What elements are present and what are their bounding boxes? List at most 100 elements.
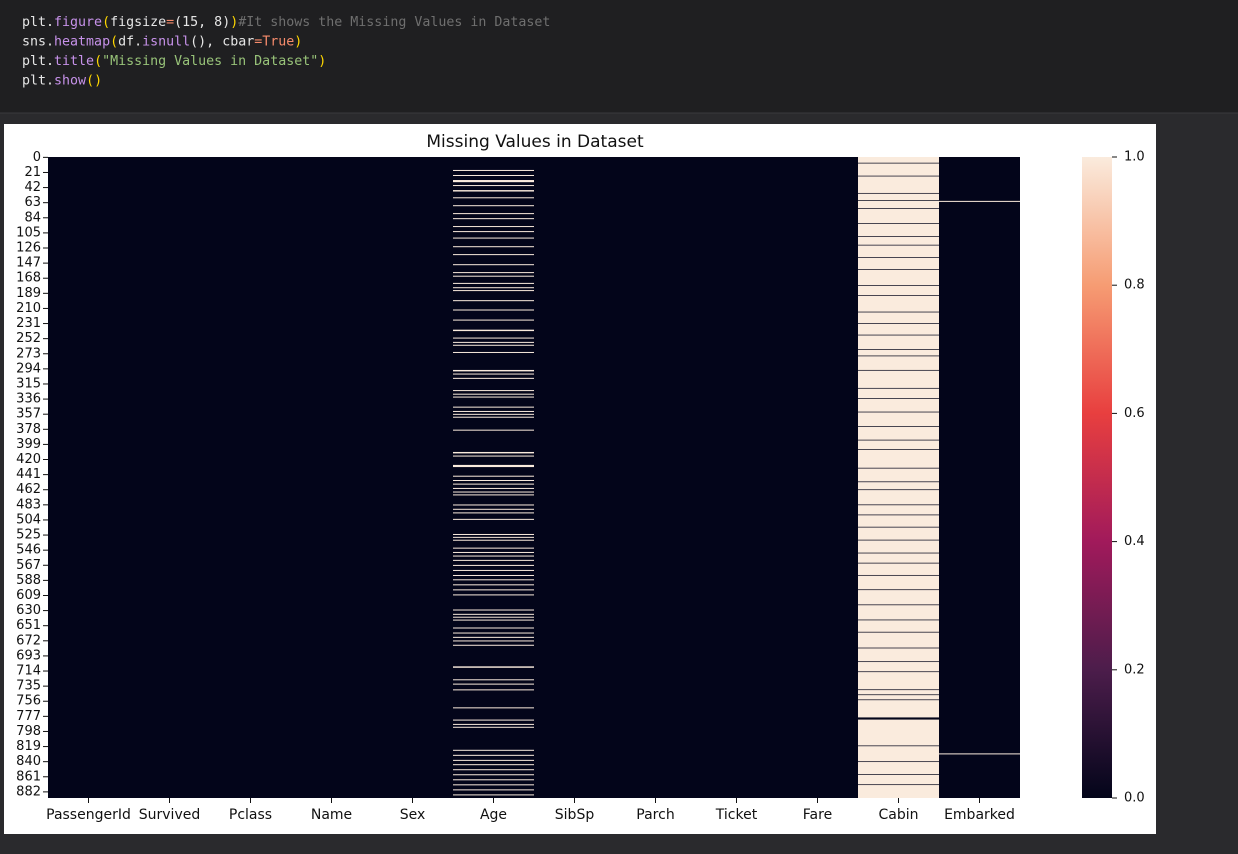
missing-cell [453, 584, 534, 586]
missing-cell [453, 180, 534, 183]
colorbar-tick-label: 0.4 [1124, 534, 1145, 549]
missing-cell [858, 719, 939, 746]
missing-cell [858, 490, 939, 505]
missing-cell [453, 754, 534, 756]
code-token: #It shows the Missing Values in Dataset [238, 15, 550, 30]
y-tick-label: 189 [16, 286, 41, 301]
code-token: () [86, 74, 102, 89]
y-tick-label: 84 [24, 210, 41, 225]
colorbar-tick-label: 0.8 [1124, 278, 1145, 293]
missing-cell [453, 351, 534, 353]
code-token: ) [230, 15, 238, 30]
missing-cell [858, 157, 939, 163]
missing-cell [858, 257, 939, 270]
missing-cell [453, 213, 534, 215]
missing-cell [453, 494, 534, 496]
missing-cell [453, 377, 534, 379]
missing-cell [858, 648, 939, 662]
x-tick-label: Fare [803, 807, 832, 823]
missing-cell [453, 564, 534, 566]
y-tick-label: 630 [16, 603, 41, 618]
missing-cell [453, 254, 534, 256]
x-tick-label: Age [480, 807, 507, 823]
missing-cell [453, 594, 534, 596]
missing-cell [858, 208, 939, 224]
code-token: heatmap [54, 35, 110, 50]
missing-cell [453, 169, 534, 171]
missing-cell [858, 285, 939, 296]
missing-cell [453, 683, 534, 685]
code-token: figsize [110, 15, 166, 30]
missing-cell [858, 505, 939, 515]
missing-cell [453, 344, 534, 346]
code-token: cbar [222, 35, 254, 50]
missing-cell [858, 223, 939, 237]
missing-cell [453, 406, 534, 408]
missing-cell [453, 319, 534, 321]
missing-cell [453, 396, 534, 398]
missing-cell [858, 176, 939, 193]
missing-cell [858, 540, 939, 553]
missing-cell [453, 508, 534, 510]
missing-cell [453, 569, 534, 571]
y-tick-label: 462 [16, 482, 41, 497]
missing-cell [453, 689, 534, 691]
y-tick-label: 714 [16, 664, 41, 679]
code-line: plt.title("Missing Values in Dataset") [22, 54, 326, 69]
missing-cell [453, 589, 534, 591]
missing-cell [858, 312, 939, 324]
missing-cell [453, 719, 534, 721]
y-tick-label: 336 [16, 392, 41, 407]
missing-cell [858, 440, 939, 450]
y-tick-label: 63 [24, 195, 41, 210]
missing-cell [858, 388, 939, 399]
y-tick-label: 252 [16, 331, 41, 346]
missing-cell [453, 337, 534, 339]
code-token: = [254, 35, 262, 50]
missing-cell [453, 264, 534, 266]
y-tick-label: 735 [16, 679, 41, 694]
missing-cell [858, 575, 939, 590]
y-tick-label: 483 [16, 497, 41, 512]
missing-cell [453, 369, 534, 372]
y-tick-label: 441 [16, 467, 41, 482]
missing-cell [858, 295, 939, 312]
missing-cell [453, 539, 534, 541]
x-tick-label: Embarked [944, 807, 1015, 823]
missing-cell [939, 753, 1020, 755]
missing-cell [858, 269, 939, 286]
colorbar-tick-label: 1.0 [1124, 150, 1145, 165]
y-tick-label: 273 [16, 346, 41, 361]
missing-cell [453, 491, 534, 493]
y-tick-label: 0 [33, 150, 41, 165]
code-cell[interactable] [0, 0, 1238, 113]
y-tick-label: 42 [24, 180, 41, 195]
code-token: ( [110, 35, 118, 50]
x-tick-label: PassengerId [46, 807, 131, 823]
x-tick-label: Pclass [229, 807, 272, 823]
missing-cell [453, 483, 534, 485]
y-tick-label: 861 [16, 769, 41, 784]
missing-cell [453, 784, 534, 786]
missing-cell [453, 574, 534, 576]
missing-cell [453, 429, 534, 431]
missing-cell [858, 590, 939, 605]
code-token: ( [94, 54, 102, 69]
missing-cell [453, 759, 534, 761]
code-token: True [262, 35, 294, 50]
code-token: title [54, 54, 94, 69]
missing-cell [453, 451, 534, 454]
missing-cell [858, 605, 939, 620]
missing-cell [858, 398, 939, 412]
missing-cell [453, 272, 534, 274]
missing-cell [453, 190, 534, 192]
y-tick-label: 399 [16, 437, 41, 452]
code-token: sns. [22, 35, 54, 50]
missing-cell [858, 672, 939, 690]
missing-cell [858, 200, 939, 209]
missing-cell [858, 349, 939, 356]
code-line: plt.figure(figsize=(15, 8))#It shows the… [22, 15, 550, 30]
code-token: figure [54, 15, 102, 30]
code-token: ) [294, 35, 302, 50]
missing-cell [453, 290, 534, 292]
